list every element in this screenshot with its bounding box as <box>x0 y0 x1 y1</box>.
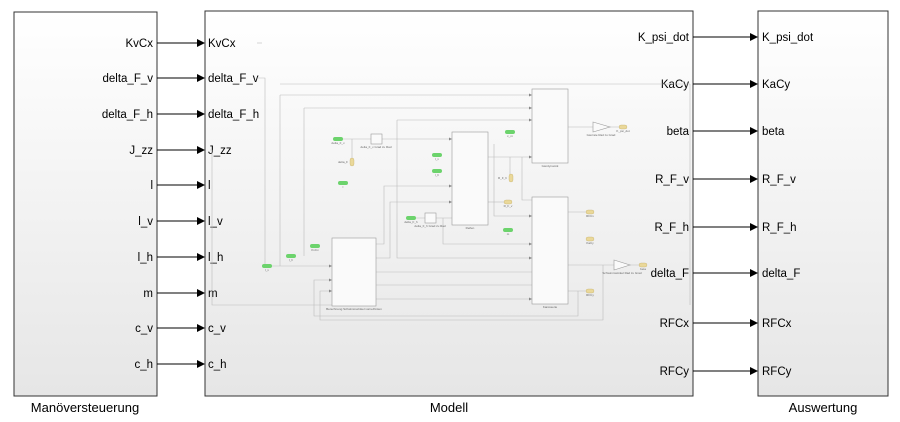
output-port-label: KaCy <box>661 79 689 91</box>
svg-text:Gierrate Rad zu Grad: Gierrate Rad zu Grad <box>587 133 616 137</box>
auswertung-label: Auswertung <box>789 400 858 415</box>
svg-text:Reifen: Reifen <box>466 226 475 230</box>
output-port-label: J_zz <box>129 145 153 157</box>
input-port-label: c_h <box>208 359 227 371</box>
modell-label: Modell <box>430 400 468 415</box>
input-port-label: J_zz <box>208 145 232 157</box>
output-port-label: KvCx <box>126 38 154 50</box>
auswertung-block[interactable] <box>757 10 889 397</box>
from-tag-label: c_m <box>507 134 513 138</box>
goto-tag-RFCy <box>585 288 595 294</box>
input-port-label: delta_F_v <box>208 73 259 85</box>
svg-text:Gierdynamik: Gierdynamik <box>542 164 559 168</box>
input-port-label: l_h <box>208 252 223 264</box>
goto-tag-KaCy <box>585 236 595 242</box>
output-port-label: RFCx <box>660 318 690 330</box>
modell-preview: delta_F_vll_vl_hc_mdelta_F_hmKvCxl_hl_vd… <box>210 42 691 321</box>
gierdynamik-subsystem <box>531 88 569 164</box>
goto-tag-delta_F <box>349 157 355 167</box>
from-tag-label: l_v <box>435 157 440 161</box>
output-port-label: delta_F_h <box>102 109 153 121</box>
output-port-label: c_h <box>134 359 153 371</box>
goto-tag-label: RFCx <box>586 214 594 218</box>
modell-block[interactable] <box>204 10 694 397</box>
goto-tag-R_F_v <box>503 199 513 205</box>
from-tag-l <box>338 181 348 185</box>
output-port-label: R_F_v <box>655 174 689 186</box>
input-port-label: R_F_v <box>762 174 796 186</box>
from-tag-label: l <box>343 185 344 189</box>
output-port-label: K_psi_dot <box>638 32 690 44</box>
output-port-label: delta_F_v <box>102 73 153 85</box>
from-tag-label: KvCx <box>311 248 319 252</box>
input-port-label: delta_F_h <box>208 109 259 121</box>
gain-delta-f-h <box>424 212 437 224</box>
goto-tag-R_F_h <box>508 173 514 183</box>
from-tag-delta_F_v <box>333 137 343 141</box>
gain-schwimmwinkel <box>613 259 632 271</box>
from-tag-c_m <box>505 130 515 134</box>
svg-text:Karosserie: Karosserie <box>543 305 558 309</box>
goto-tag-RFCx <box>585 209 595 215</box>
goto-tag-label: KaCy <box>586 241 594 245</box>
input-port-label: KaCy <box>762 79 790 91</box>
goto-tag-label: R_F_h <box>498 176 507 180</box>
gain-gierrate <box>592 121 612 133</box>
manoeversteuerung-block[interactable] <box>13 11 158 397</box>
from-tag-l_v <box>432 153 442 157</box>
from-tag-label: l_v <box>265 268 270 272</box>
output-port-label: m <box>143 288 153 300</box>
berechnung-subsystem <box>331 237 377 307</box>
from-tag-delta_F_h <box>406 216 416 220</box>
karosserie-subsystem <box>531 196 569 305</box>
output-port-label: l_h <box>138 252 153 264</box>
from-tag-label: delta_F_v <box>331 141 345 145</box>
input-port-label: RFCx <box>762 318 792 330</box>
from-tag-KvCx <box>310 244 320 248</box>
from-tag-l_h <box>432 169 442 173</box>
manoeversteuerung-label: Manöversteuerung <box>31 400 139 415</box>
output-port-label: delta_F <box>651 268 689 280</box>
svg-text:delta_F_h Grad zu Rad: delta_F_h Grad zu Rad <box>414 224 446 228</box>
input-port-label: KvCx <box>208 38 236 50</box>
from-tag-l_v <box>262 264 272 268</box>
from-tag-l_h <box>286 254 296 258</box>
input-port-label: l_v <box>208 216 223 228</box>
svg-text:delta_F_v Grad zu Rad: delta_F_v Grad zu Rad <box>360 145 391 149</box>
svg-text:Schwimmwinkel Rad zu Grad: Schwimmwinkel Rad zu Grad <box>602 271 642 275</box>
goto-tag-label: K_psi_dot <box>616 129 630 133</box>
from-tag-label: delta_F_h <box>404 220 418 224</box>
output-port-label: RFCy <box>660 366 690 378</box>
input-port-label: delta_F <box>762 268 800 280</box>
output-port-label: R_F_h <box>654 222 689 234</box>
output-port-label: beta <box>667 126 690 138</box>
output-port-label: l_v <box>138 216 153 228</box>
input-port-label: beta <box>762 126 785 138</box>
goto-tag-label: R_F_v <box>504 204 513 208</box>
input-port-label: K_psi_dot <box>762 32 814 44</box>
goto-tag-label: delta_F <box>338 160 348 164</box>
from-tag-label: l_h <box>289 258 294 262</box>
input-port-label: m <box>208 288 218 300</box>
output-port-label: l <box>150 180 153 192</box>
gain-delta-f-v <box>370 133 383 145</box>
goto-tag-K_psi_dot <box>618 124 628 130</box>
input-port-label: c_v <box>208 323 226 335</box>
reifen-subsystem <box>451 131 489 226</box>
inner-labels: Gierdynamik Reifen Karosserie Berechnung… <box>326 133 642 311</box>
goto-tag-label: beta <box>640 267 646 271</box>
from-tag-label: l_h <box>435 173 440 177</box>
output-port-label: c_v <box>135 323 153 335</box>
from-tag-m <box>503 228 513 232</box>
input-port-label: R_F_h <box>762 222 797 234</box>
goto-tag-label: RFCy <box>586 293 594 297</box>
svg-text:Berechnung Schwimmwinkel vorne: Berechnung Schwimmwinkel vorne/hinten <box>326 307 382 311</box>
from-tag-label: m <box>507 232 510 236</box>
input-port-label: l <box>208 180 211 192</box>
input-port-label: RFCy <box>762 366 792 378</box>
goto-tag-beta <box>638 262 648 268</box>
